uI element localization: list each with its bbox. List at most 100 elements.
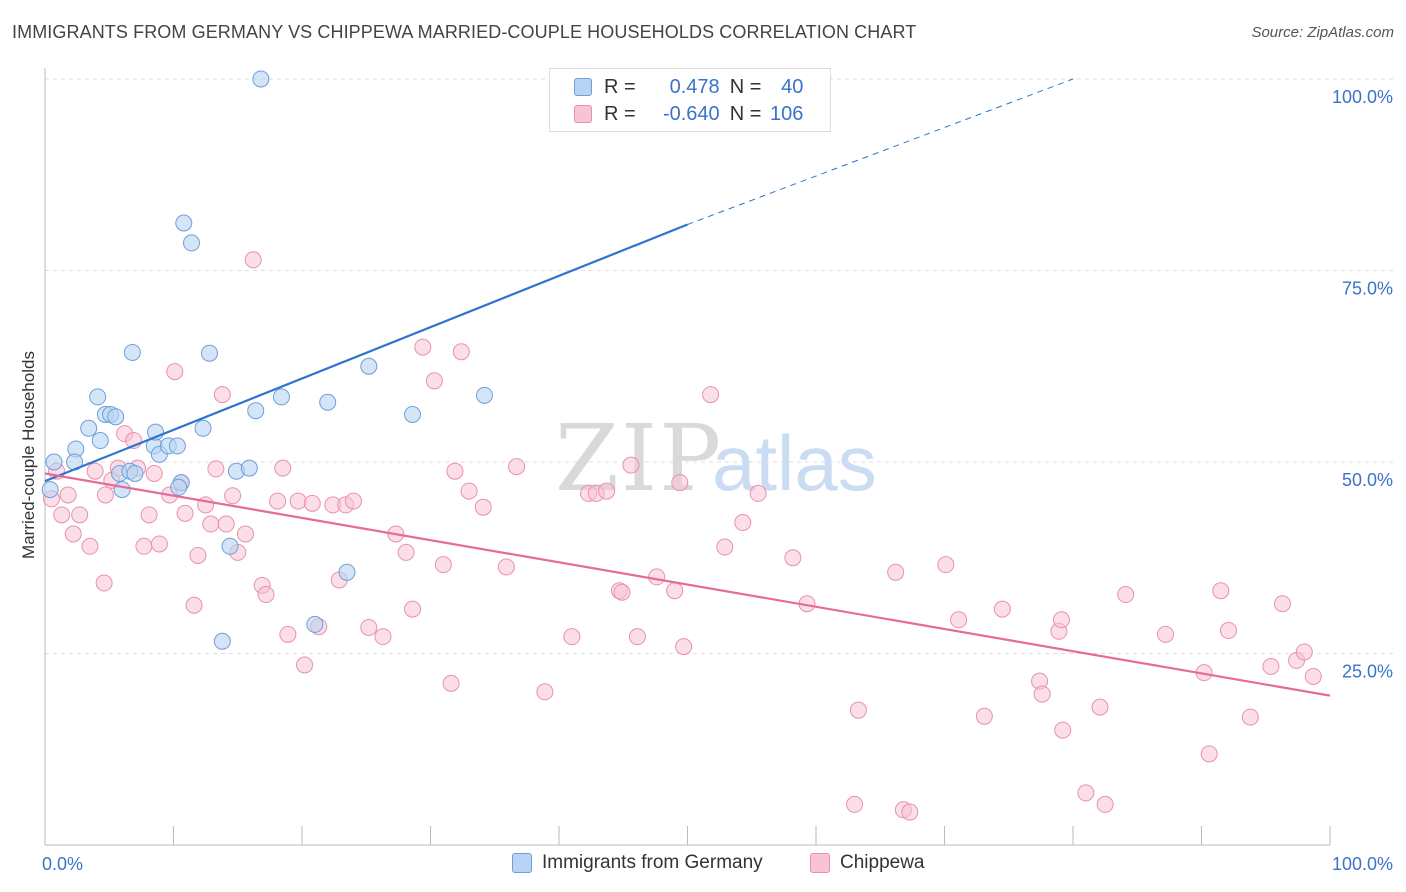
data-point-germany bbox=[404, 406, 422, 424]
chart-title: IMMIGRANTS FROM GERMANY VS CHIPPEWA MARR… bbox=[12, 22, 917, 42]
data-point-chippewa bbox=[734, 514, 752, 532]
data-point-germany bbox=[123, 343, 141, 361]
data-point-germany bbox=[213, 632, 231, 650]
data-point-chippewa bbox=[1157, 625, 1175, 643]
data-point-chippewa bbox=[274, 459, 292, 477]
data-point-chippewa bbox=[185, 596, 203, 614]
data-point-chippewa bbox=[425, 372, 443, 390]
source-credit: Source: ZipAtlas.com bbox=[1251, 24, 1394, 41]
data-point-chippewa bbox=[166, 363, 184, 381]
data-point-chippewa bbox=[901, 803, 919, 821]
n-label: N = bbox=[729, 75, 762, 98]
y-tick-label: 25.0% bbox=[1342, 662, 1393, 682]
data-point-chippewa bbox=[1033, 685, 1051, 703]
data-point-chippewa bbox=[71, 506, 89, 524]
data-point-germany bbox=[221, 537, 239, 555]
y-tick-label: 50.0% bbox=[1342, 470, 1393, 490]
data-point-germany bbox=[360, 357, 378, 375]
data-point-germany bbox=[126, 464, 144, 482]
data-point-germany bbox=[182, 234, 200, 252]
r-value: -0.640 bbox=[662, 102, 720, 125]
data-point-chippewa bbox=[176, 504, 194, 522]
data-point-germany bbox=[91, 432, 109, 450]
data-point-chippewa bbox=[213, 386, 231, 404]
data-point-chippewa bbox=[1219, 622, 1237, 640]
data-point-germany bbox=[45, 453, 63, 471]
correlation-legend: R = 0.478 N = 40 R = -0.640 N = 106 bbox=[549, 68, 831, 132]
data-point-chippewa bbox=[414, 338, 432, 356]
data-point-chippewa bbox=[1096, 795, 1114, 813]
data-point-chippewa bbox=[671, 474, 689, 492]
data-point-germany bbox=[272, 388, 290, 406]
data-point-chippewa bbox=[1304, 667, 1322, 685]
data-point-germany bbox=[252, 70, 270, 88]
legend-item-chippewa[interactable]: Chippewa bbox=[810, 852, 925, 874]
data-point-chippewa bbox=[289, 492, 307, 510]
data-point-chippewa bbox=[460, 482, 478, 500]
data-point-germany bbox=[41, 481, 59, 499]
data-point-chippewa bbox=[135, 537, 153, 555]
data-point-chippewa bbox=[224, 487, 242, 505]
n-value: 106 bbox=[770, 102, 804, 125]
data-point-germany bbox=[306, 615, 324, 633]
data-point-chippewa bbox=[64, 525, 82, 543]
data-point-chippewa bbox=[189, 546, 207, 564]
data-point-chippewa bbox=[1091, 698, 1109, 716]
data-point-chippewa bbox=[613, 583, 631, 601]
trendline-germany bbox=[44, 223, 688, 483]
r-label: R = bbox=[604, 102, 636, 125]
legend-item-germany[interactable]: Immigrants from Germany bbox=[512, 852, 763, 874]
data-point-chippewa bbox=[784, 549, 802, 567]
data-point-chippewa bbox=[96, 486, 114, 504]
data-point-chippewa bbox=[344, 492, 362, 510]
legend-row-chippewa: R = -0.640 N = 106 bbox=[574, 101, 803, 127]
data-point-chippewa bbox=[1077, 784, 1095, 802]
data-point-germany bbox=[319, 393, 337, 411]
data-point-chippewa bbox=[849, 701, 867, 719]
data-point-chippewa bbox=[217, 515, 235, 533]
data-point-chippewa bbox=[1054, 721, 1072, 739]
data-point-chippewa bbox=[702, 386, 720, 404]
data-point-chippewa bbox=[360, 618, 378, 636]
data-point-chippewa bbox=[675, 638, 693, 656]
data-point-chippewa bbox=[434, 556, 452, 574]
y-tick-label: 100.0% bbox=[1332, 87, 1393, 107]
data-point-chippewa bbox=[937, 556, 955, 574]
data-point-chippewa bbox=[452, 343, 470, 361]
data-point-chippewa bbox=[1212, 582, 1230, 600]
data-point-chippewa bbox=[145, 464, 163, 482]
data-point-chippewa bbox=[628, 628, 646, 646]
data-point-chippewa bbox=[446, 462, 464, 480]
r-value: 0.478 bbox=[669, 75, 720, 98]
data-point-chippewa bbox=[975, 707, 993, 725]
data-point-chippewa bbox=[86, 462, 104, 480]
data-point-chippewa bbox=[536, 683, 554, 701]
data-point-chippewa bbox=[59, 486, 77, 504]
legend-swatch-chippewa bbox=[574, 105, 592, 123]
data-point-chippewa bbox=[648, 568, 666, 586]
data-point-chippewa bbox=[749, 484, 767, 502]
data-point-germany bbox=[475, 386, 493, 404]
data-point-chippewa bbox=[269, 492, 287, 510]
data-point-chippewa bbox=[244, 251, 262, 269]
data-point-chippewa bbox=[563, 628, 581, 646]
data-point-chippewa bbox=[207, 460, 225, 478]
x-tick-label: 0.0% bbox=[42, 854, 83, 874]
data-point-chippewa bbox=[1273, 595, 1291, 613]
legend-swatch-chippewa bbox=[810, 853, 830, 873]
watermark-atlas: atlas bbox=[712, 419, 877, 507]
data-point-chippewa bbox=[81, 537, 99, 555]
data-point-chippewa bbox=[1200, 745, 1218, 763]
data-point-chippewa bbox=[1241, 708, 1259, 726]
data-point-chippewa bbox=[1295, 643, 1313, 661]
data-point-chippewa bbox=[95, 574, 113, 592]
y-tick-label: 75.0% bbox=[1342, 279, 1393, 299]
data-point-germany bbox=[175, 214, 193, 232]
data-point-chippewa bbox=[150, 535, 168, 553]
data-point-chippewa bbox=[1262, 658, 1280, 676]
y-axis-label: Married-couple Households bbox=[19, 351, 38, 559]
data-point-chippewa bbox=[622, 456, 640, 474]
data-point-chippewa bbox=[950, 611, 968, 629]
data-point-germany bbox=[200, 344, 218, 362]
